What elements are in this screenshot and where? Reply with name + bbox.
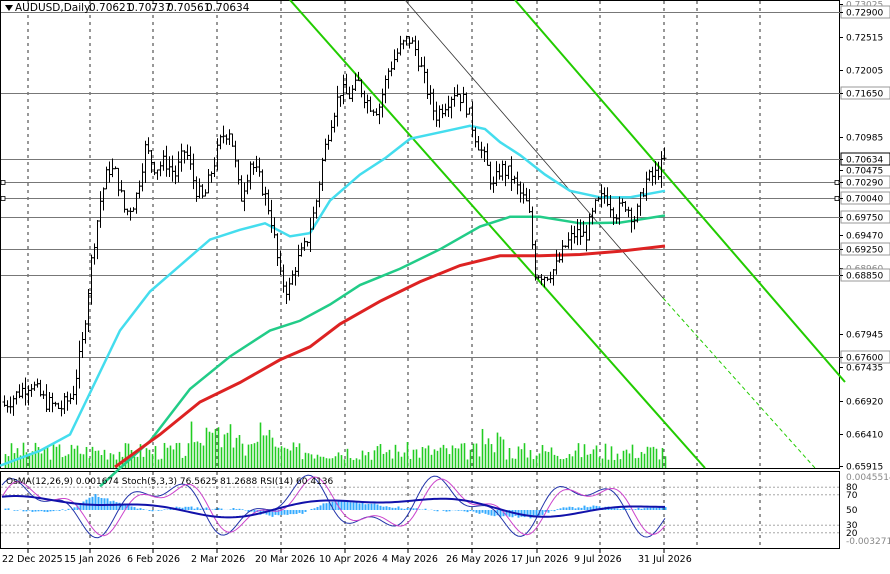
collapse-arrow-icon[interactable] (5, 5, 13, 11)
ohlc-open: 0.70621 (89, 2, 132, 14)
price-label-text: 0.72005 (846, 67, 883, 77)
price-label: 0.72515 (840, 34, 883, 44)
rsi-line (1, 495, 666, 519)
price-label-text: 0.65915 (846, 463, 883, 473)
date-grid (27, 1, 761, 548)
channel-upper-line (514, 0, 846, 383)
price-label-text: 0.69750 (846, 214, 883, 224)
price-label: 0.70040 (840, 191, 890, 205)
price-label: 0.70634 (840, 152, 890, 166)
level-handle (0, 180, 6, 185)
channel-mid-line (404, 0, 664, 299)
price-label-text: 0.69250 (846, 246, 883, 256)
price-label: 0.68850 (840, 268, 890, 282)
level-handle (834, 180, 840, 185)
date-label: 15 Jan 2026 (64, 554, 121, 565)
price-label: 0.67945 (840, 331, 883, 341)
ohlc-close: 0.70634 (206, 2, 250, 14)
price-label-text: 0.67945 (846, 331, 883, 341)
price-label-text: 0.72900 (846, 9, 883, 19)
price-axis: 0.730250.729000.725150.720050.716500.709… (840, 1, 890, 473)
price-label: 0.69470 (840, 232, 883, 242)
indicator-panel (1, 474, 840, 539)
chart-header: AUDUSD,Daily 0.70621 0.70737 0.70561 0.7… (5, 2, 250, 14)
price-label: 0.72005 (840, 67, 883, 77)
indicator-scale-label: -0.003271 (846, 537, 890, 547)
price-label: 0.66410 (840, 431, 883, 441)
support-resistance-levels (0, 12, 840, 358)
trend-channel (289, 0, 846, 469)
date-label: 4 May 2026 (382, 554, 438, 565)
date-label: 22 Dec 2025 (2, 554, 63, 565)
date-axis: 22 Dec 2025 15 Jan 2026 6 Feb 2026 2 Mar 20… (2, 549, 692, 565)
ohlc-low: 0.70561 (167, 2, 210, 14)
price-label-text: 0.70290 (846, 179, 883, 189)
ohlc-high: 0.70737 (128, 2, 171, 14)
price-label: 0.70290 (840, 175, 890, 189)
price-label-text: 0.70475 (846, 167, 883, 177)
indicator-scale-label: 20 (846, 529, 858, 539)
price-label: 0.66920 (840, 398, 883, 408)
channel-lower-line (289, 0, 706, 469)
date-label: 2 Mar 2026 (191, 554, 245, 565)
indicator-scale-label: 70 (846, 491, 858, 501)
indicator-scale-label: 80 (846, 483, 858, 493)
date-label: 9 Jul 2026 (574, 554, 622, 565)
price-label: 0.70475 (840, 167, 883, 177)
ema-fast-line (0, 124, 666, 467)
date-label: 26 May 2026 (446, 554, 508, 565)
price-label: 0.65915 (840, 463, 883, 473)
date-label: 20 Mar 2026 (255, 554, 315, 565)
price-bars (2, 35, 667, 417)
price-label: 0.67600 (840, 350, 890, 364)
date-label: 6 Feb 2026 (127, 554, 180, 565)
price-label: 0.70985 (840, 134, 883, 144)
price-label-text: 0.66920 (846, 398, 883, 408)
price-label-text: 0.66410 (846, 431, 883, 441)
price-label-text: 0.67435 (846, 364, 883, 374)
price-label-text: 0.70985 (846, 134, 883, 144)
date-label: 17 Jun 2026 (511, 554, 568, 565)
indicator-scale-label: 0.0045514 (846, 473, 890, 483)
price-label-text: 0.70634 (846, 156, 883, 166)
price-label-text: 0.70040 (846, 195, 883, 205)
indicator-label: OsMA(12,26,9) 0.001674 Stoch(5,3,3) 76.5… (6, 477, 334, 487)
ema-slow-line (114, 244, 666, 469)
indicator-scale-label: 30 (846, 521, 858, 531)
level-handle (0, 196, 6, 201)
price-label: 0.69250 (840, 242, 890, 256)
stoch-main-line (1, 474, 666, 539)
channel-mid-projection (662, 297, 816, 469)
price-label: 0.72900 (840, 5, 890, 19)
price-bar (662, 147, 667, 161)
price-label-text: 0.71650 (846, 90, 883, 100)
symbol-label: AUDUSD,Daily (15, 2, 90, 14)
price-label: 0.69750 (840, 210, 890, 224)
date-label: 10 Apr 2026 (319, 554, 378, 565)
price-label-text: 0.68850 (846, 272, 883, 282)
main-chart-frame (0, 0, 840, 469)
price-label-text: 0.69470 (846, 232, 883, 242)
price-label-text: 0.67600 (846, 354, 883, 364)
ema-mid-line (99, 214, 666, 488)
volume-bars (4, 421, 667, 468)
stoch-signal-line (1, 476, 666, 537)
price-label: 0.67435 (840, 364, 883, 374)
price-label-text: 0.72515 (846, 34, 883, 44)
level-handle (834, 196, 840, 201)
moving-averages (0, 124, 666, 488)
price-label: 0.71650 (840, 86, 890, 100)
indicator-scale-label: 50 (846, 506, 858, 516)
date-label: 31 Jul 2026 (638, 554, 692, 565)
